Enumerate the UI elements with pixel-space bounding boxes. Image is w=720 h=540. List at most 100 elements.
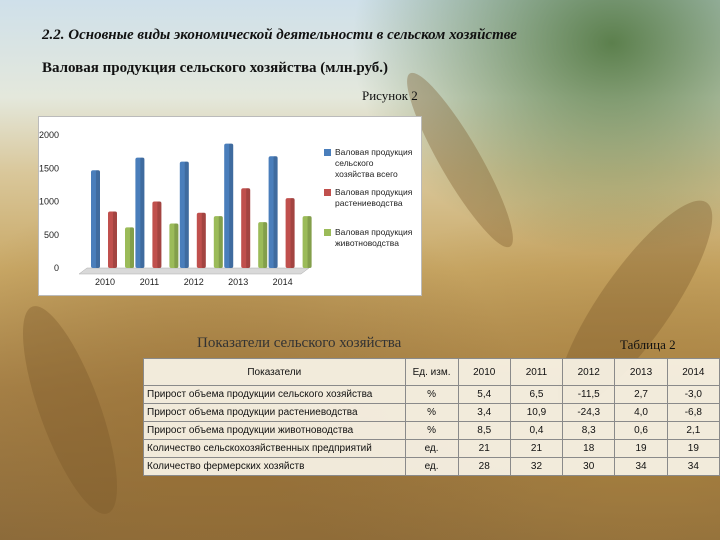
cell-value: 8,5	[457, 421, 511, 440]
table-row: Количество фермерских хозяйств ед. 28 32…	[143, 457, 720, 476]
bar-3	[302, 216, 312, 268]
legend-label: Валовая продукция	[335, 147, 413, 157]
bar-shade	[157, 201, 162, 268]
cell-value: 0,6	[614, 421, 668, 440]
bar-shade	[263, 222, 268, 268]
bar-shade	[307, 216, 312, 268]
bar-shade	[201, 212, 206, 268]
x-tick-label: 2012	[184, 277, 204, 287]
cell-value: 19	[614, 439, 668, 458]
y-tick-label: 1000	[39, 197, 59, 207]
bar-3	[125, 227, 134, 268]
bar-shade	[95, 170, 100, 268]
header-unit: Ед. изм.	[404, 358, 459, 386]
legend-label: животноводства	[335, 238, 399, 248]
cell-value: 34	[666, 457, 720, 476]
bar-shade	[273, 156, 278, 268]
bar-3	[169, 223, 179, 268]
figure-label: Рисунок 2	[362, 88, 418, 103]
row-label: Количество фермерских хозяйств	[143, 457, 406, 476]
cell-value: 2,1	[666, 421, 720, 440]
legend-swatch	[324, 189, 331, 196]
table-row: Прирост объема продукции сельского хозяй…	[143, 385, 720, 404]
bar-shade	[246, 188, 251, 268]
cell-value: -3,0	[666, 385, 720, 404]
y-tick-label: 0	[54, 263, 59, 273]
row-label: Прирост объема продукции животноводства	[143, 421, 406, 440]
cell-value: -11,5	[562, 385, 616, 404]
cell-value: 5,4	[457, 385, 511, 404]
bar-shade	[184, 161, 189, 268]
cell-unit: ед.	[404, 457, 459, 476]
bar-shade	[140, 157, 145, 268]
bar-1	[135, 157, 145, 268]
bar-2	[152, 201, 162, 268]
x-tick-label: 2013	[228, 277, 248, 287]
bar-shade	[218, 216, 223, 268]
cell-value: 30	[562, 457, 616, 476]
cell-value: -6,8	[666, 403, 720, 422]
y-tick-label: 2000	[39, 130, 59, 140]
row-label: Прирост объема продукции растениеводства	[143, 403, 406, 422]
header-year-2014: 2014	[666, 358, 720, 386]
table-number-label: Таблица 2	[620, 337, 676, 352]
y-tick-label: 500	[44, 230, 59, 240]
cell-value: 6,5	[509, 385, 564, 404]
bar-shade	[129, 227, 134, 268]
legend-label: Валовая продукция	[335, 187, 413, 197]
cell-value: 4,0	[614, 403, 668, 422]
bar-3	[213, 216, 223, 268]
bar-2	[241, 188, 251, 268]
cell-value: 32	[509, 457, 564, 476]
cell-value: 21	[509, 439, 564, 458]
cell-value: 10,9	[509, 403, 564, 422]
legend-swatch	[324, 229, 331, 236]
table-row: Прирост объема продукции растениеводства…	[143, 403, 720, 422]
chart-floor	[78, 267, 310, 275]
x-tick-label: 2011	[140, 277, 159, 287]
cell-value: 8,3	[562, 421, 616, 440]
header-year-2010: 2010	[457, 358, 511, 386]
bar-1	[268, 156, 278, 268]
indicators-table: Показатели Ед. изм. 2010 2011 2012 2013 …	[143, 358, 720, 476]
cell-unit: %	[404, 421, 459, 440]
section-title: 2.2. Основные виды экономической деятель…	[42, 27, 517, 43]
chart-subtitle: Валовая продукция сельского хозяйства (м…	[42, 60, 389, 76]
cell-value: 0,4	[509, 421, 564, 440]
bar-shade	[229, 143, 234, 268]
cell-unit: %	[404, 403, 459, 422]
x-tick-label: 2014	[273, 277, 293, 287]
cell-unit: ед.	[404, 439, 459, 458]
y-tick-label: 1500	[39, 163, 59, 173]
bar-2	[108, 211, 117, 268]
legend-label: растениеводства	[335, 198, 403, 208]
bar-chart: 0 500 1000 1500 2000 2010 2011 2012 2013 2014 Вало…	[38, 116, 422, 296]
x-tick-label: 2010	[95, 277, 115, 287]
legend-label: Валовая продукция	[335, 227, 413, 237]
bar-1	[179, 161, 189, 268]
row-label: Прирост объема продукции сельского хозяй…	[143, 385, 406, 404]
header-year-2011: 2011	[509, 358, 564, 386]
cell-value: 21	[457, 439, 511, 458]
cell-value: 34	[614, 457, 668, 476]
bar-1	[224, 143, 234, 268]
header-indicators: Показатели	[143, 358, 406, 386]
table-row: Прирост объема продукции животноводства …	[143, 421, 720, 440]
legend-swatch	[324, 149, 331, 156]
cell-value: 19	[666, 439, 720, 458]
bar-shade	[112, 211, 117, 268]
row-label: Количество сельскохозяйственных предприя…	[143, 439, 406, 458]
header-year-2012: 2012	[562, 358, 616, 386]
cell-value: -24,3	[562, 403, 616, 422]
cell-value: 2,7	[614, 385, 668, 404]
bar-1	[91, 170, 100, 268]
bar-shade	[174, 223, 179, 268]
table-header-row: Показатели Ед. изм. 2010 2011 2012 2013 …	[143, 358, 720, 386]
cell-value: 28	[457, 457, 511, 476]
bar-shade	[290, 198, 295, 268]
bar-2	[285, 198, 295, 268]
cell-value: 3,4	[457, 403, 511, 422]
legend-label: сельского	[335, 158, 374, 168]
bar-2	[196, 212, 206, 268]
table-row: Количество сельскохозяйственных предприя…	[143, 439, 720, 458]
